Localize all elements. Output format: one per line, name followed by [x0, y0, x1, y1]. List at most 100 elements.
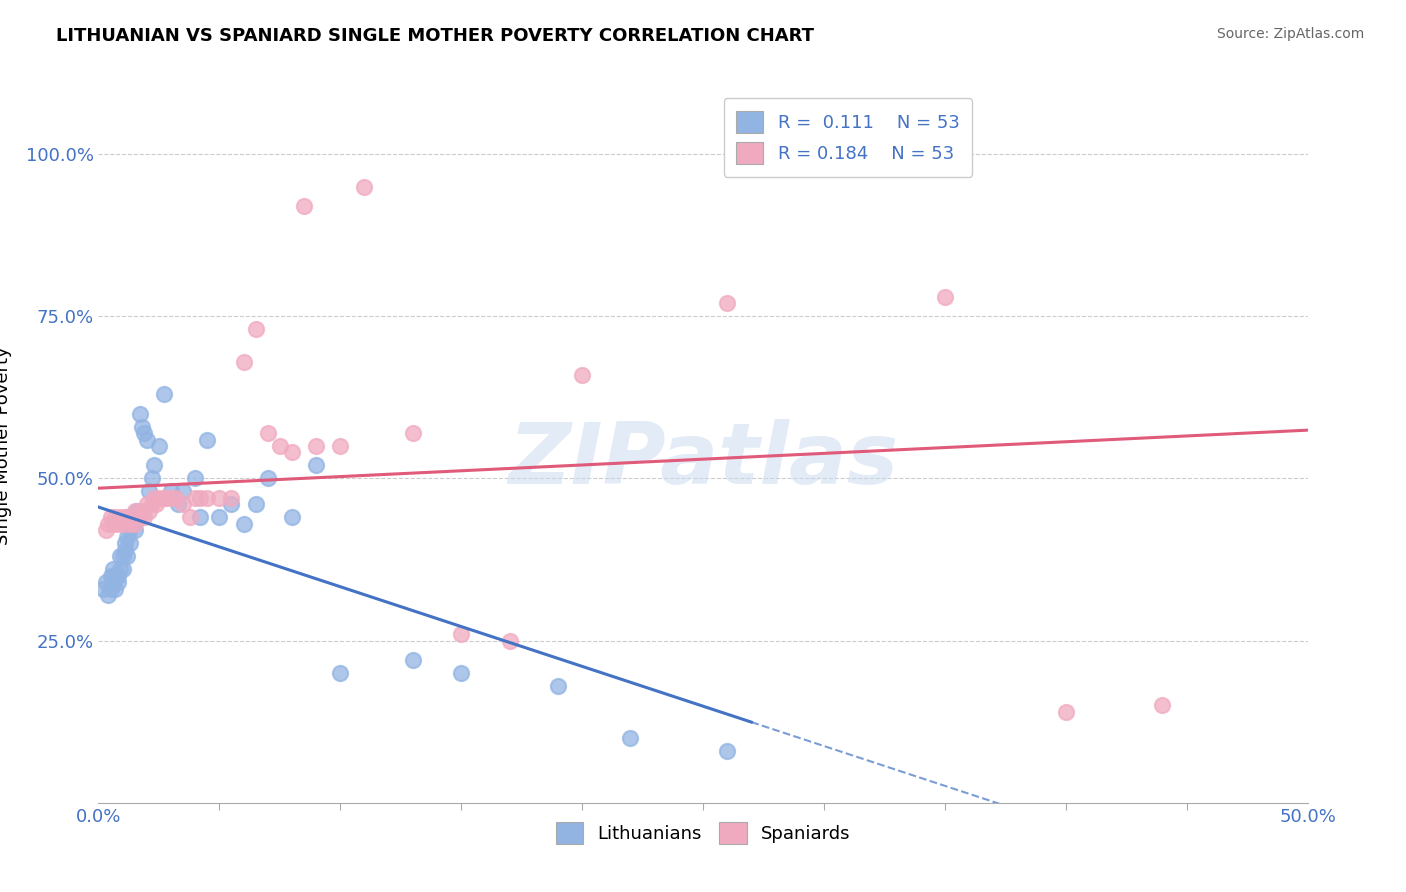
Point: [118, 536, 141, 550]
Point: [118, 516, 141, 531]
Point: [450, 666, 472, 681]
Point: [292, 199, 315, 213]
Point: [127, 510, 149, 524]
Point: [141, 471, 163, 485]
Point: [281, 510, 304, 524]
Point: [101, 562, 124, 576]
Legend: Lithuanians, Spaniards: Lithuanians, Spaniards: [548, 814, 858, 851]
Point: [100, 582, 122, 596]
Point: [188, 491, 211, 505]
Point: [152, 491, 174, 505]
Point: [124, 524, 146, 538]
Point: [111, 516, 134, 531]
Point: [232, 516, 254, 531]
Point: [245, 322, 267, 336]
Point: [107, 568, 129, 582]
Point: [1152, 698, 1174, 713]
Point: [143, 491, 166, 505]
Point: [108, 562, 131, 576]
Point: [184, 491, 207, 505]
Point: [101, 575, 124, 590]
Point: [128, 510, 150, 524]
Point: [208, 510, 231, 524]
Point: [117, 549, 139, 564]
Point: [101, 516, 124, 531]
Point: [107, 575, 129, 590]
Text: LITHUANIAN VS SPANIARD SINGLE MOTHER POVERTY CORRELATION CHART: LITHUANIAN VS SPANIARD SINGLE MOTHER POV…: [56, 27, 814, 45]
Point: [245, 497, 267, 511]
Point: [1054, 705, 1077, 719]
Point: [97, 516, 120, 531]
Point: [121, 510, 143, 524]
Point: [571, 368, 593, 382]
Point: [221, 491, 243, 505]
Point: [134, 510, 156, 524]
Point: [114, 542, 136, 557]
Point: [124, 516, 146, 531]
Point: [104, 568, 127, 582]
Point: [179, 510, 201, 524]
Point: [131, 419, 153, 434]
Point: [131, 504, 153, 518]
Point: [184, 471, 207, 485]
Point: [329, 439, 352, 453]
Point: [148, 491, 170, 505]
Point: [167, 497, 190, 511]
Point: [221, 497, 243, 511]
Point: [208, 491, 231, 505]
Point: [124, 504, 146, 518]
Text: ZIPatlas: ZIPatlas: [508, 418, 898, 502]
Point: [118, 524, 141, 538]
Point: [117, 530, 139, 544]
Point: [100, 568, 122, 582]
Point: [934, 290, 956, 304]
Point: [329, 666, 352, 681]
Point: [716, 296, 738, 310]
Point: [134, 425, 156, 440]
Point: [97, 588, 120, 602]
Point: [232, 354, 254, 368]
Point: [94, 524, 117, 538]
Point: [100, 510, 122, 524]
Point: [138, 504, 160, 518]
Point: [111, 562, 134, 576]
Point: [165, 491, 187, 505]
Point: [402, 653, 425, 667]
Point: [195, 491, 218, 505]
Point: [256, 425, 278, 440]
Point: [160, 484, 183, 499]
Point: [305, 439, 328, 453]
Point: [269, 439, 291, 453]
Point: [127, 504, 149, 518]
Point: [402, 425, 425, 440]
Point: [94, 575, 117, 590]
Point: [353, 179, 375, 194]
Point: [111, 549, 134, 564]
Point: [498, 633, 520, 648]
Point: [104, 582, 127, 596]
Point: [148, 439, 170, 453]
Point: [108, 549, 131, 564]
Point: [124, 510, 146, 524]
Point: [305, 458, 328, 473]
Point: [135, 497, 157, 511]
Point: [114, 510, 136, 524]
Point: [172, 497, 194, 511]
Point: [160, 491, 183, 505]
Point: [172, 484, 194, 499]
Point: [281, 445, 304, 459]
Point: [619, 731, 641, 745]
Point: [547, 679, 569, 693]
Point: [256, 471, 278, 485]
Point: [121, 516, 143, 531]
Point: [716, 744, 738, 758]
Point: [128, 407, 150, 421]
Point: [91, 582, 114, 596]
Point: [104, 510, 127, 524]
Point: [143, 458, 166, 473]
Y-axis label: Single Mother Poverty: Single Mother Poverty: [0, 347, 11, 545]
Point: [114, 536, 136, 550]
Point: [135, 433, 157, 447]
Point: [155, 491, 177, 505]
Point: [450, 627, 472, 641]
